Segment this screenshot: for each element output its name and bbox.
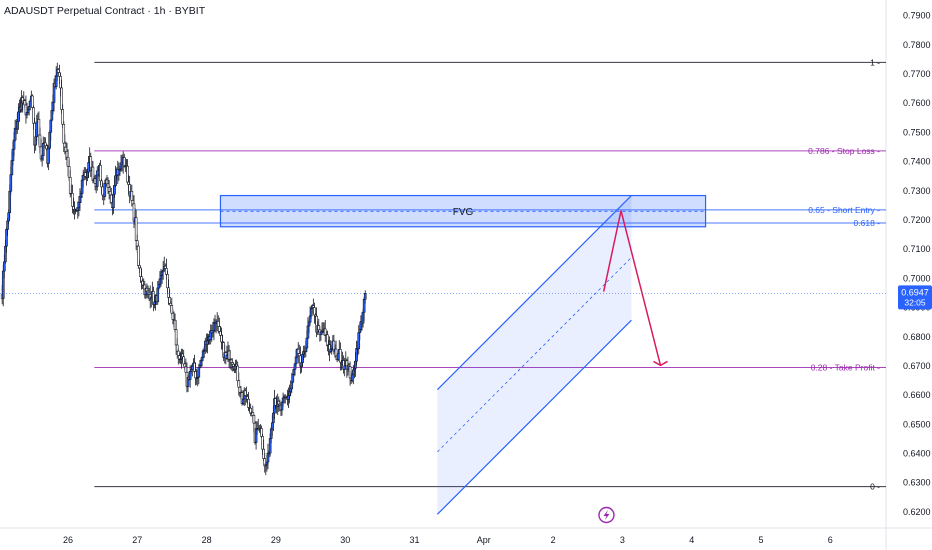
y-tick-label: 0.7600 <box>903 98 931 108</box>
fib-level-label: 0.618 - <box>854 218 881 228</box>
channel-lower-line[interactable] <box>436 319 632 515</box>
flash-icon[interactable] <box>598 506 615 524</box>
y-tick-label: 0.6700 <box>903 361 931 371</box>
y-tick-label: 0.6400 <box>903 449 931 459</box>
flash-icon-bolt <box>603 510 610 520</box>
fib-level-label: 0.65 - Short Entry - <box>808 205 880 215</box>
y-tick-label: 0.7800 <box>903 40 931 50</box>
y-tick-label: 0.7400 <box>903 157 931 167</box>
y-tick-label: 0.6800 <box>903 332 931 342</box>
x-tick-label: 3 <box>620 535 625 545</box>
parallel-channel[interactable] <box>436 195 632 515</box>
fvg-label: FVG <box>453 207 474 218</box>
y-tick-label: 0.6300 <box>903 478 931 488</box>
projection-arrowhead <box>653 360 668 367</box>
y-tick-label: 0.7200 <box>903 215 931 225</box>
price-axis[interactable]: 0.7900 0.7800 0.7700 0.7600 0.7500 0.7400 0.73… <box>0 11 932 517</box>
y-tick-label: 0.7900 <box>903 11 931 21</box>
current-price-value: 0.6947 <box>901 287 929 297</box>
projection-line[interactable] <box>602 210 662 366</box>
candlestick-series <box>0 62 367 476</box>
y-tick-label: 0.6600 <box>903 390 931 400</box>
candle-body <box>363 293 367 300</box>
y-tick-label: 0.7700 <box>903 69 931 79</box>
x-tick-label: 2 <box>551 535 556 545</box>
candle-body <box>197 367 201 378</box>
candle-body <box>9 174 13 192</box>
x-tick-label: 27 <box>132 535 142 545</box>
fib-retracement[interactable]: 1 - 0.786 - Stop Loss - 0.65 - Short Entry… <box>94 57 886 492</box>
candle-body <box>305 337 309 349</box>
fib-level-label: 0.786 - Stop Loss - <box>808 146 880 156</box>
y-tick-label: 0.6200 <box>903 507 931 517</box>
x-tick-label: 29 <box>271 535 281 545</box>
candle-body <box>339 349 342 363</box>
x-tick-label: 31 <box>409 535 419 545</box>
fib-level-label: 0 - <box>870 482 880 492</box>
channel-mid-line <box>437 257 632 453</box>
flash-icon-ring <box>598 506 615 524</box>
y-tick-label: 0.7000 <box>903 273 931 283</box>
fvg-zone-layer[interactable]: FVG <box>219 194 707 228</box>
time-axis[interactable]: 26 27 28 29 30 31 Apr 2 3 4 5 6 <box>63 535 833 545</box>
x-tick-label: 6 <box>828 535 833 545</box>
channel-fill <box>437 195 632 515</box>
x-tick-label: 30 <box>340 535 350 545</box>
x-tick-label: 4 <box>689 535 694 545</box>
x-tick-label: 26 <box>63 535 73 545</box>
y-tick-label: 0.7300 <box>903 186 931 196</box>
candle-body <box>99 165 102 182</box>
y-tick-label: 0.6500 <box>903 419 931 429</box>
x-tick-label: 5 <box>758 535 763 545</box>
candle-body <box>47 147 50 164</box>
fib-level-label: 1 - <box>870 57 880 67</box>
y-tick-label: 0.7500 <box>903 127 931 137</box>
projection-path[interactable] <box>602 210 668 367</box>
x-tick-label: Apr <box>477 535 491 545</box>
fib-level-label: 0.28 - Take Profit - <box>811 362 880 372</box>
symbol-title: ADAUSDT Perpetual Contract · 1h · BYBIT <box>4 5 206 17</box>
candle-body <box>49 119 53 133</box>
y-tick-label: 0.7100 <box>903 244 931 254</box>
current-price-countdown: 32:05 <box>904 297 926 307</box>
channel-upper-line[interactable] <box>436 195 632 391</box>
x-tick-label: 28 <box>202 535 212 545</box>
current-price-badge[interactable] <box>898 285 932 310</box>
